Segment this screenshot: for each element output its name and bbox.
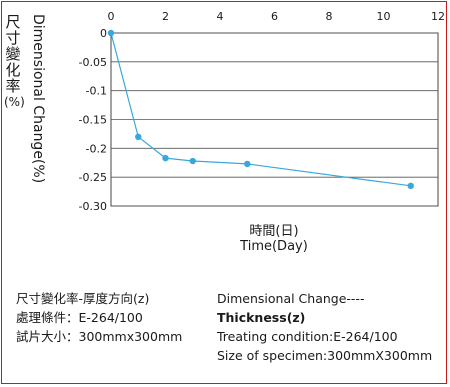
y-tick-label: -0.05: [79, 56, 107, 69]
x-axis-label-english: Time(Day): [240, 239, 308, 254]
y-label-char: (%): [4, 95, 25, 109]
x-tick-label: 12: [431, 10, 445, 23]
x-tick-label: 2: [162, 10, 169, 23]
data-point: [135, 133, 142, 140]
series-line: [110, 32, 411, 187]
x-tick-label: 4: [217, 10, 224, 23]
y-tick-labels: 0 -0.05 -0.1 -0.15 -0.2 -0.25 -0.30: [79, 27, 107, 213]
description-line: Dimensional Change----: [217, 291, 365, 306]
data-point: [189, 157, 196, 165]
description-line: Size of specimen:300mmX300mm: [217, 348, 433, 363]
description-line: 尺寸變化率-厚度方向(z): [16, 291, 150, 306]
y-axis-label-english: Dimensional Change(%): [30, 14, 46, 184]
y-tick-label: -0.2: [86, 142, 107, 155]
description-title: Thickness(z): [217, 310, 306, 325]
description-line: Treating condition:E-264/100: [217, 329, 398, 344]
x-tick-label: 6: [271, 10, 278, 23]
data-point: [107, 29, 115, 37]
y-axis-label-chinese: 尺 寸 變 化 率 (%): [4, 13, 25, 110]
y-tick-label: -0.25: [79, 171, 107, 184]
data-point: [407, 182, 414, 190]
y-tick-label: -0.15: [79, 114, 107, 127]
y-label-char: 率: [5, 77, 21, 95]
x-tick-label: 8: [326, 10, 333, 23]
x-tick-label: 10: [377, 10, 391, 23]
y-label-char: 變: [5, 45, 21, 63]
y-label-char: 尺: [5, 13, 21, 31]
y-tick-label: -0.30: [79, 200, 107, 213]
data-points: [107, 29, 414, 190]
grid-lines: [110, 32, 439, 207]
x-axis-label-chinese: 時間(日): [249, 224, 299, 239]
description-line: 試片大小：300mmx300mm: [16, 329, 183, 344]
data-point: [162, 154, 169, 162]
description-line: 處理條件：E-264/100: [16, 310, 143, 325]
y-tick-label: -0.1: [86, 85, 107, 98]
y-tick-label: 0: [100, 27, 107, 40]
x-tick-label: 0: [108, 10, 115, 23]
y-label-char: 化: [5, 61, 21, 79]
description-chinese: 尺寸變化率-厚度方向(z) 處理條件：E-264/100 試片大小：300mmx…: [16, 289, 182, 346]
y-label-char: 寸: [5, 29, 21, 47]
data-point: [244, 160, 251, 168]
description-english: Dimensional Change---- Thickness(z) Trea…: [217, 289, 432, 365]
x-tick-labels: 0 2 4 6 8 10 12: [108, 10, 446, 23]
